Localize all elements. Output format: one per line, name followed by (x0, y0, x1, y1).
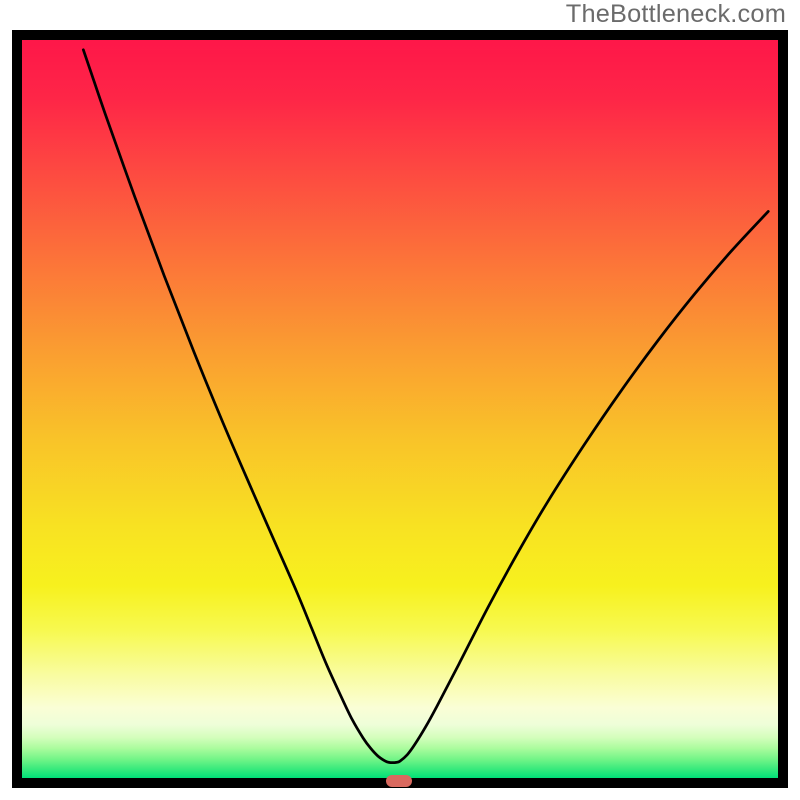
plot-area (12, 30, 788, 788)
minimum-marker (386, 775, 412, 787)
watermark-text: TheBottleneck.com (566, 0, 786, 29)
curve-layer (22, 40, 778, 778)
bottleneck-curve (83, 50, 768, 763)
chart-container: TheBottleneck.com (0, 0, 800, 800)
